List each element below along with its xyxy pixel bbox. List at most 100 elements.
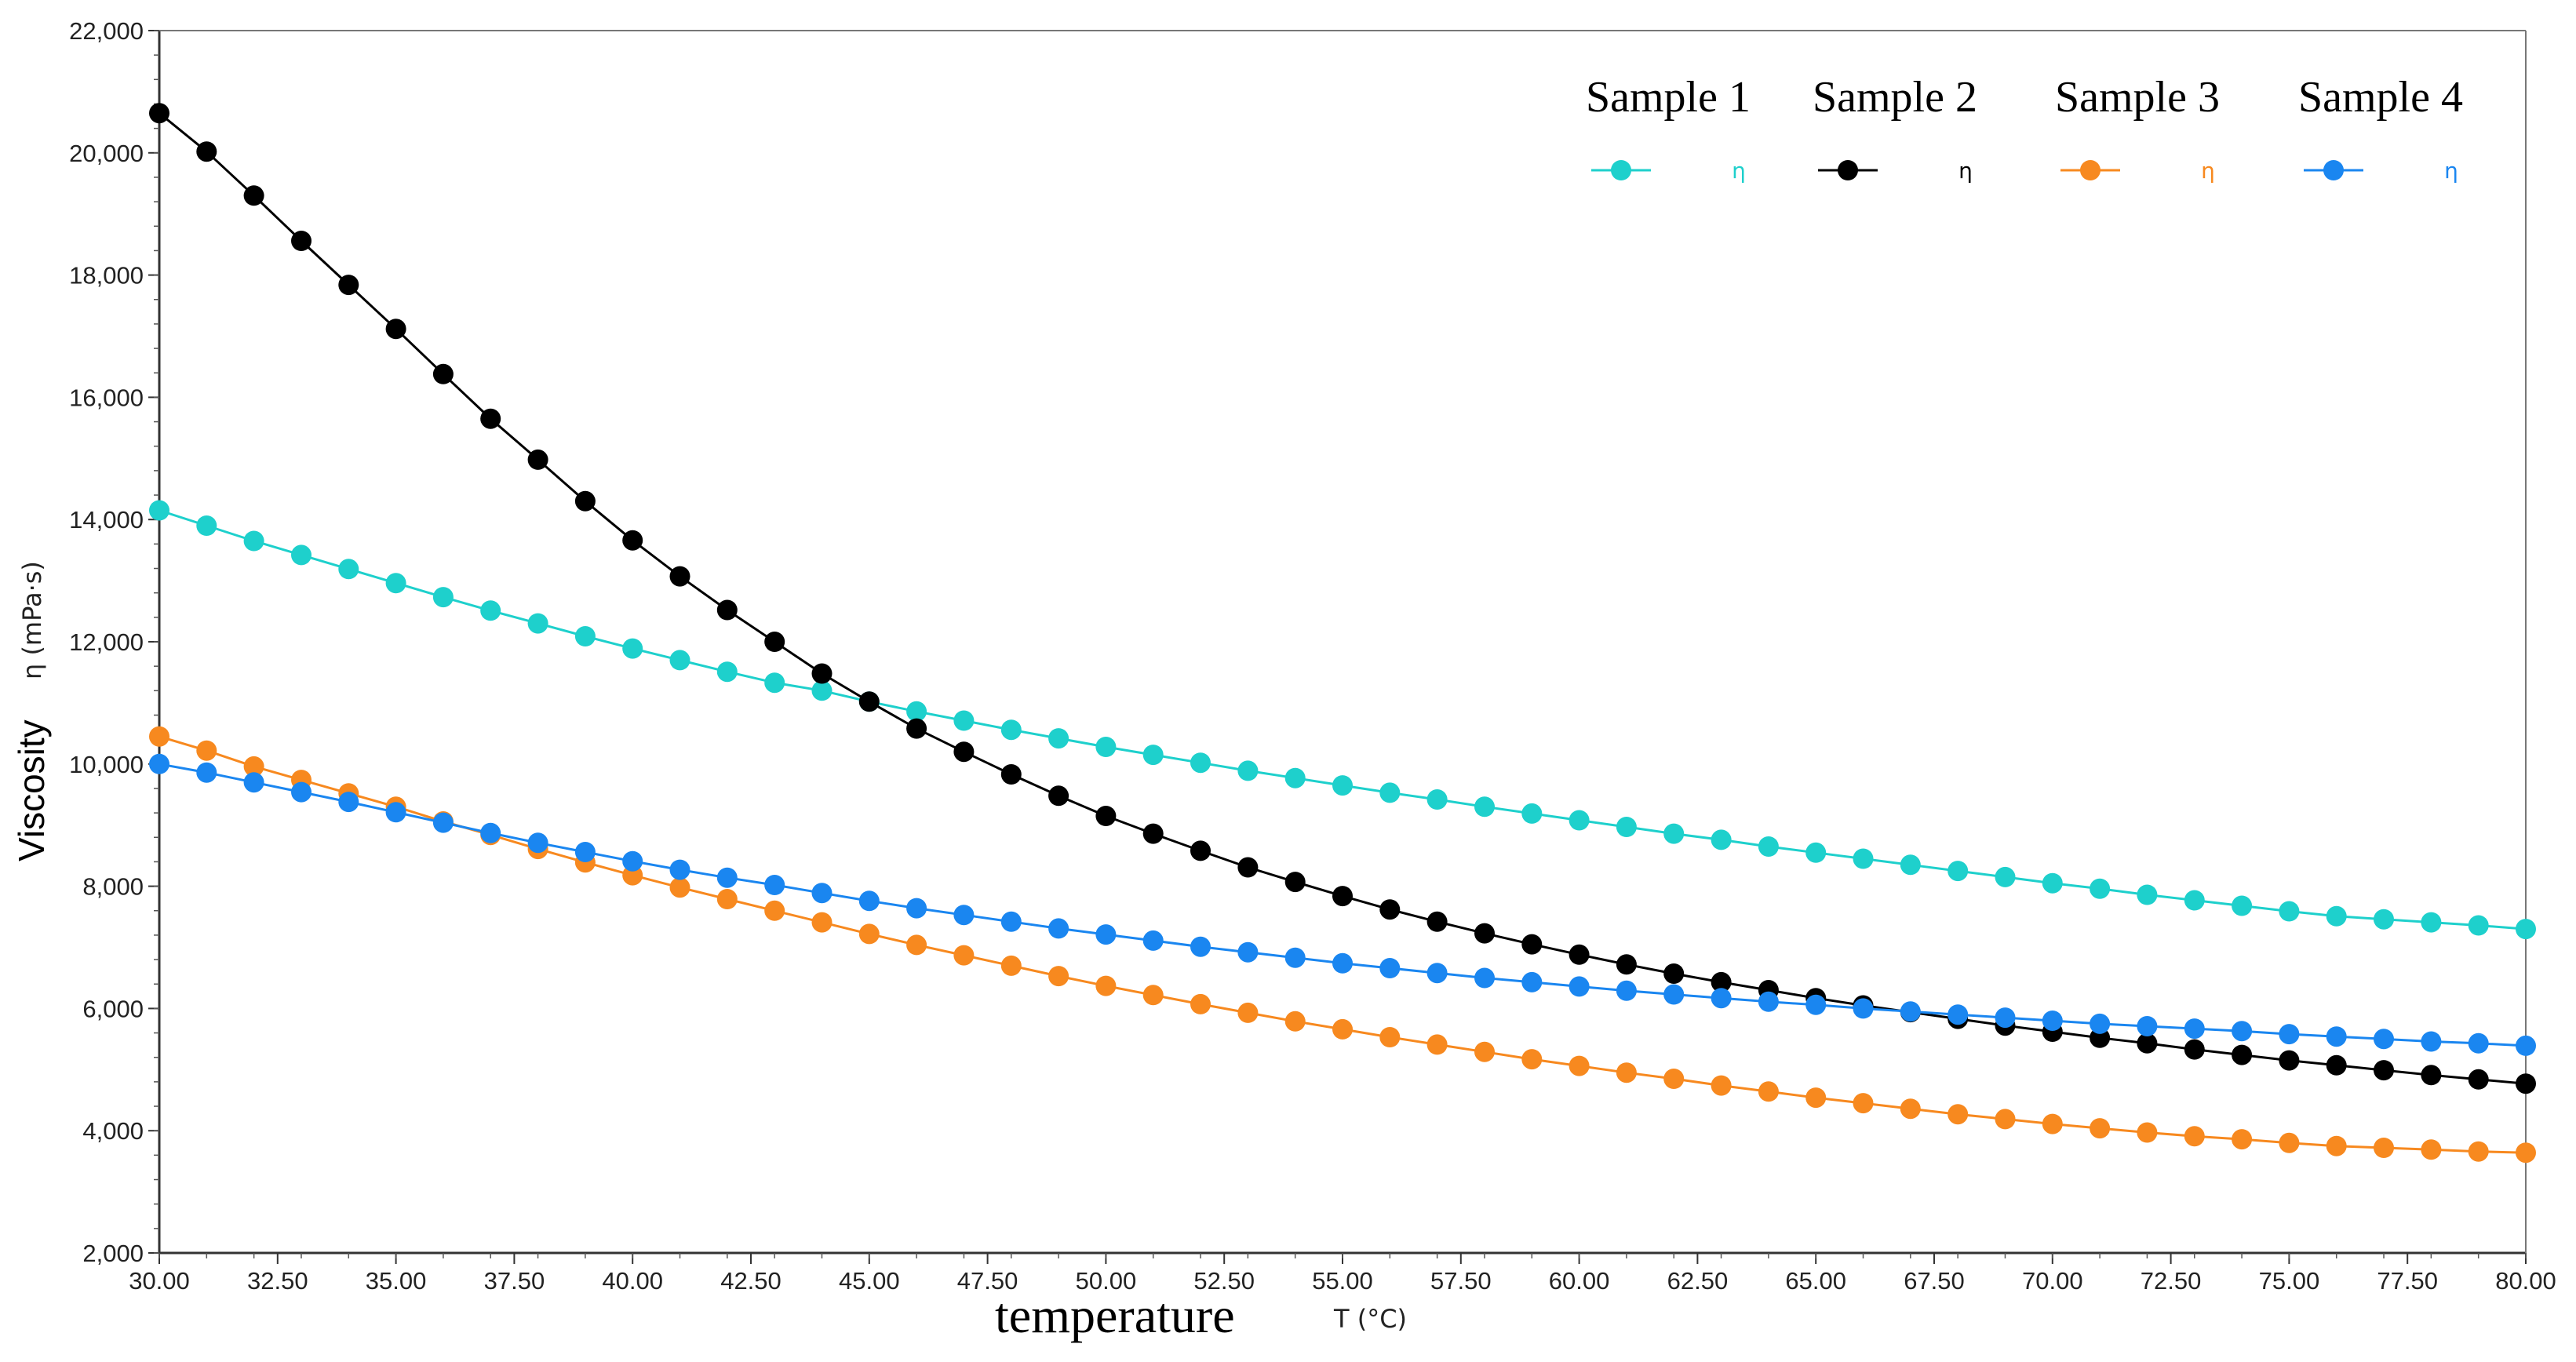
data-point [1995, 1109, 2016, 1130]
data-point [1521, 971, 1543, 992]
data-point [1000, 911, 1022, 932]
legend-label: Sample 2 [1813, 73, 1977, 122]
data-point [1853, 998, 1874, 1019]
data-point [1616, 980, 1637, 1001]
data-point [1853, 1093, 1874, 1114]
data-point [953, 905, 975, 926]
x-tick-label: 75.00 [2259, 1267, 2320, 1295]
data-point [1711, 829, 1732, 850]
data-point [2090, 1118, 2111, 1139]
data-point [858, 923, 880, 945]
data-point [2232, 1021, 2253, 1042]
legend-symbol: η [2444, 158, 2458, 184]
data-point [2232, 1129, 2253, 1150]
x-tick-label: 80.00 [2495, 1267, 2556, 1295]
data-point [1900, 1001, 1921, 1022]
data-point [2326, 1054, 2347, 1076]
data-point [432, 587, 454, 608]
data-point [1426, 789, 1448, 810]
x-tick-label: 72.50 [2141, 1267, 2202, 1295]
data-point [1711, 971, 1732, 992]
data-point [2184, 1018, 2205, 1040]
x-axis-unit: T (°C) [1333, 1304, 1407, 1334]
x-tick-label: 45.00 [839, 1267, 900, 1295]
data-point [338, 792, 359, 813]
data-point [2326, 1135, 2347, 1156]
data-point [2468, 1141, 2489, 1162]
y-tick-label: 12,000 [69, 628, 144, 656]
x-tick-label: 37.50 [484, 1267, 545, 1295]
x-tick-label: 65.00 [1785, 1267, 1846, 1295]
data-point [764, 672, 785, 694]
data-point [1190, 840, 1211, 861]
data-point [1521, 803, 1543, 824]
data-point [858, 691, 880, 712]
data-point [1947, 1004, 1969, 1025]
data-point [2184, 890, 2205, 911]
y-tick-label: 4,000 [82, 1117, 144, 1145]
data-point [196, 740, 217, 761]
data-point [1332, 952, 1353, 974]
data-point [2374, 1029, 2394, 1050]
data-point [1616, 1062, 1637, 1083]
data-point [1947, 861, 1969, 882]
data-point [1521, 1049, 1543, 1070]
data-point [2042, 1113, 2063, 1134]
data-point [385, 802, 406, 823]
data-point [716, 889, 738, 909]
y-tick-label: 10,000 [69, 751, 144, 778]
axes [158, 30, 2527, 1255]
data-point [2516, 919, 2536, 940]
data-point [1332, 1018, 1353, 1040]
x-tick-label: 60.00 [1549, 1267, 1610, 1295]
data-point [716, 599, 738, 621]
data-point [906, 718, 927, 739]
data-point [1095, 806, 1117, 826]
data-point [1805, 994, 1827, 1015]
data-point [1900, 1098, 1921, 1120]
data-point [1379, 1027, 1401, 1047]
data-point [2137, 1032, 2158, 1054]
data-point [1758, 836, 1779, 857]
data-point [1095, 924, 1117, 945]
data-point [1142, 985, 1164, 1006]
data-point [2090, 1027, 2111, 1048]
data-point [1426, 911, 1448, 932]
x-tick-label: 47.50 [957, 1267, 1018, 1295]
y-tick-label: 16,000 [69, 384, 144, 411]
legend-item: Sample 3 η [2055, 73, 2220, 184]
x-tick-label: 50.00 [1076, 1267, 1137, 1295]
data-point [716, 661, 738, 683]
data-point [2279, 1132, 2300, 1153]
data-point [2137, 1016, 2158, 1036]
y-tick-label: 2,000 [82, 1240, 144, 1267]
data-point [527, 449, 548, 470]
y-tick-label: 6,000 [82, 995, 144, 1022]
data-point [1284, 947, 1306, 968]
legend-label: Sample 1 [1586, 73, 1751, 122]
data-point [716, 867, 738, 888]
data-point [1237, 1002, 1259, 1023]
y-tick-label: 20,000 [69, 140, 144, 167]
data-point [1663, 823, 1685, 844]
data-point [385, 573, 406, 594]
data-point [1284, 872, 1306, 893]
data-point [811, 663, 833, 684]
data-point [2090, 1013, 2111, 1034]
y-axis-title-group: Viscosity η (mPa·s) [11, 561, 52, 861]
data-point [858, 890, 880, 912]
data-point [2421, 912, 2442, 933]
data-point [1616, 817, 1637, 837]
data-point [2516, 1035, 2536, 1056]
data-point [2516, 1073, 2536, 1094]
data-point [480, 408, 501, 429]
x-tick-label: 62.50 [1667, 1267, 1729, 1295]
data-point [574, 626, 596, 646]
data-point [1663, 963, 1685, 984]
data-point [1616, 954, 1637, 975]
data-point [149, 103, 169, 124]
data-point [906, 934, 927, 956]
data-point [953, 945, 975, 966]
data-point [1284, 1011, 1306, 1032]
data-point [1995, 866, 2016, 887]
